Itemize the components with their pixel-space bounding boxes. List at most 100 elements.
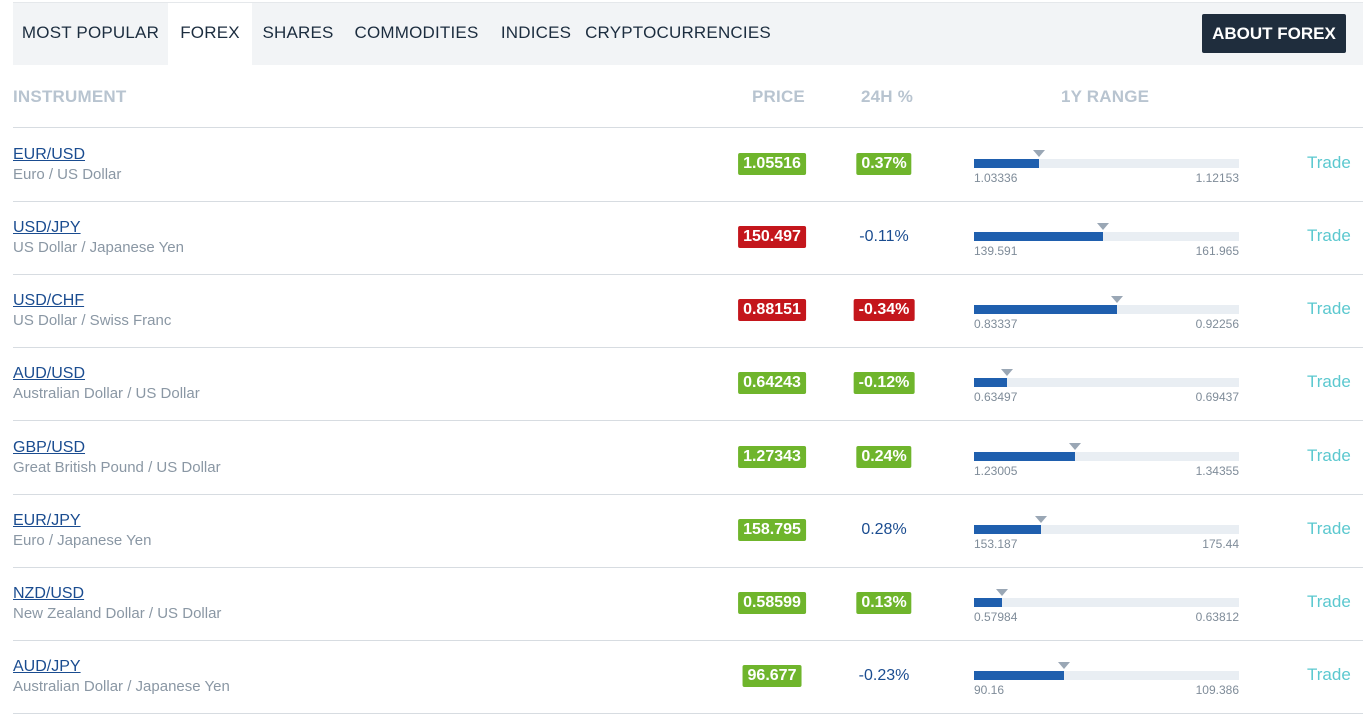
column-range: 1Y RANGE: [1061, 87, 1150, 106]
range-high: 0.63812: [1195, 610, 1239, 624]
range-low: 139.591: [974, 244, 1018, 258]
instrument-name: Australian Dollar / Japanese Yen: [13, 678, 230, 695]
range-fill: [974, 232, 1104, 241]
range-fill: [974, 452, 1076, 461]
range-high: 109.386: [1195, 683, 1239, 697]
year-range-bar: 153.187 175.44: [974, 514, 1239, 554]
table-row: USD/JPY US Dollar / Japanese Yen 150.497 -0…: [13, 201, 1363, 275]
price-badge: 0.64243: [738, 372, 806, 394]
range-fill: [974, 671, 1064, 680]
instrument-symbol-link[interactable]: USD/JPY: [13, 219, 81, 236]
year-range-bar: 1.23005 1.34355: [974, 441, 1239, 481]
tab-indices[interactable]: INDICES: [500, 23, 572, 42]
tab-shares[interactable]: SHARES: [262, 23, 334, 42]
column-change: 24H %: [861, 87, 914, 106]
range-fill: [974, 159, 1040, 168]
trade-link[interactable]: Trade: [1307, 299, 1351, 318]
range-track: [974, 159, 1239, 168]
instrument-name: Euro / Japanese Yen: [13, 532, 152, 549]
range-marker-icon: [996, 589, 1009, 596]
column-instrument: INSTRUMENT: [13, 87, 127, 106]
trade-link[interactable]: Trade: [1307, 592, 1351, 611]
instrument-symbol-link[interactable]: EUR/JPY: [13, 512, 81, 529]
change-value: 0.24%: [856, 446, 912, 468]
range-low: 1.23005: [974, 464, 1018, 478]
range-high: 0.69437: [1195, 390, 1239, 404]
table-row: NZD/USD New Zealand Dollar / US Dollar 0.5…: [13, 567, 1363, 641]
table-row: GBP/USD Great British Pound / US Dollar 1.…: [13, 421, 1363, 495]
table-row: EUR/USD Euro / US Dollar 1.05516 0.37% 1.033…: [13, 128, 1363, 202]
year-range-bar: 1.03336 1.12153: [974, 148, 1239, 188]
year-range-bar: 0.57984 0.63812: [974, 587, 1239, 627]
year-range-bar: 0.63497 0.69437: [974, 367, 1239, 407]
range-track: [974, 452, 1239, 461]
range-track: [974, 671, 1239, 680]
table-row: AUD/USD Australian Dollar / US Dollar 0.64…: [13, 347, 1363, 421]
column-price: PRICE: [752, 87, 805, 106]
range-low: 90.16: [974, 683, 1005, 697]
instrument-symbol-link[interactable]: NZD/USD: [13, 585, 85, 602]
year-range-bar: 90.16 109.386: [974, 660, 1239, 700]
instrument-name: Australian Dollar / US Dollar: [13, 385, 200, 402]
range-low: 153.187: [974, 537, 1018, 551]
range-low: 0.83337: [974, 317, 1018, 331]
year-range-bar: 0.83337 0.92256: [974, 294, 1239, 334]
range-high: 1.34355: [1195, 464, 1239, 478]
price-badge: 1.05516: [738, 153, 806, 175]
table-row: EUR/JPY Euro / Japanese Yen 158.795 0.28% 15…: [13, 494, 1363, 568]
instrument-symbol-link[interactable]: USD/CHF: [13, 292, 85, 309]
instrument-name: Great British Pound / US Dollar: [13, 459, 221, 476]
range-low: 0.57984: [974, 610, 1018, 624]
instrument-name: Euro / US Dollar: [13, 166, 122, 183]
price-badge: 0.58599: [738, 592, 806, 614]
tab-cryptocurrencies[interactable]: CRYPTOCURRENCIES: [585, 23, 771, 42]
instrument-symbol-link[interactable]: EUR/USD: [13, 146, 86, 163]
market-tabs: MOST POPULAR FOREX SHARES COMMODITIES IN…: [13, 2, 1363, 65]
change-value: -0.23%: [858, 667, 910, 684]
price-badge: 1.27343: [738, 446, 806, 468]
instrument-symbol-link[interactable]: GBP/USD: [13, 439, 86, 456]
change-value: -0.34%: [853, 299, 915, 321]
tab-most-popular[interactable]: MOST POPULAR: [21, 23, 160, 42]
about-forex-button[interactable]: ABOUT FOREX: [1202, 14, 1346, 53]
trade-link[interactable]: Trade: [1307, 519, 1351, 538]
range-fill: [974, 525, 1041, 534]
instrument-symbol-link[interactable]: AUD/USD: [13, 365, 86, 382]
range-low: 1.03336: [974, 171, 1018, 185]
trade-link[interactable]: Trade: [1307, 153, 1351, 172]
range-track: [974, 232, 1239, 241]
change-value: -0.12%: [853, 372, 915, 394]
range-fill: [974, 598, 1003, 607]
range-track: [974, 525, 1239, 534]
range-marker-icon: [1034, 516, 1047, 523]
table-header: INSTRUMENT PRICE 24H % 1Y RANGE: [13, 64, 1363, 128]
table-row: AUD/JPY Australian Dollar / Japanese Yen 9…: [13, 640, 1363, 714]
range-fill: [974, 305, 1118, 314]
change-value: 0.13%: [856, 592, 912, 614]
range-marker-icon: [1111, 296, 1124, 303]
range-fill: [974, 378, 1008, 387]
trade-link[interactable]: Trade: [1307, 372, 1351, 391]
price-badge: 158.795: [738, 519, 806, 541]
change-value: -0.11%: [859, 228, 909, 245]
instrument-name: US Dollar / Japanese Yen: [13, 239, 184, 256]
range-marker-icon: [1069, 443, 1082, 450]
range-track: [974, 378, 1239, 387]
tab-commodities[interactable]: COMMODITIES: [354, 23, 479, 42]
change-value: 0.37%: [856, 153, 912, 175]
price-badge: 96.677: [742, 665, 802, 687]
range-high: 161.965: [1195, 244, 1239, 258]
tab-forex[interactable]: FOREX: [168, 3, 252, 65]
range-low: 0.63497: [974, 390, 1018, 404]
range-track: [974, 598, 1239, 607]
range-marker-icon: [1001, 369, 1014, 376]
instrument-symbol-link[interactable]: AUD/JPY: [13, 658, 81, 675]
trade-link[interactable]: Trade: [1307, 665, 1351, 684]
range-high: 175.44: [1202, 537, 1239, 551]
range-marker-icon: [1033, 150, 1046, 157]
table-row: USD/CHF US Dollar / Swiss Franc 0.88151 -0.…: [13, 274, 1363, 348]
trade-link[interactable]: Trade: [1307, 446, 1351, 465]
year-range-bar: 139.591 161.965: [974, 221, 1239, 261]
trade-link[interactable]: Trade: [1307, 226, 1351, 245]
price-badge: 0.88151: [738, 299, 806, 321]
